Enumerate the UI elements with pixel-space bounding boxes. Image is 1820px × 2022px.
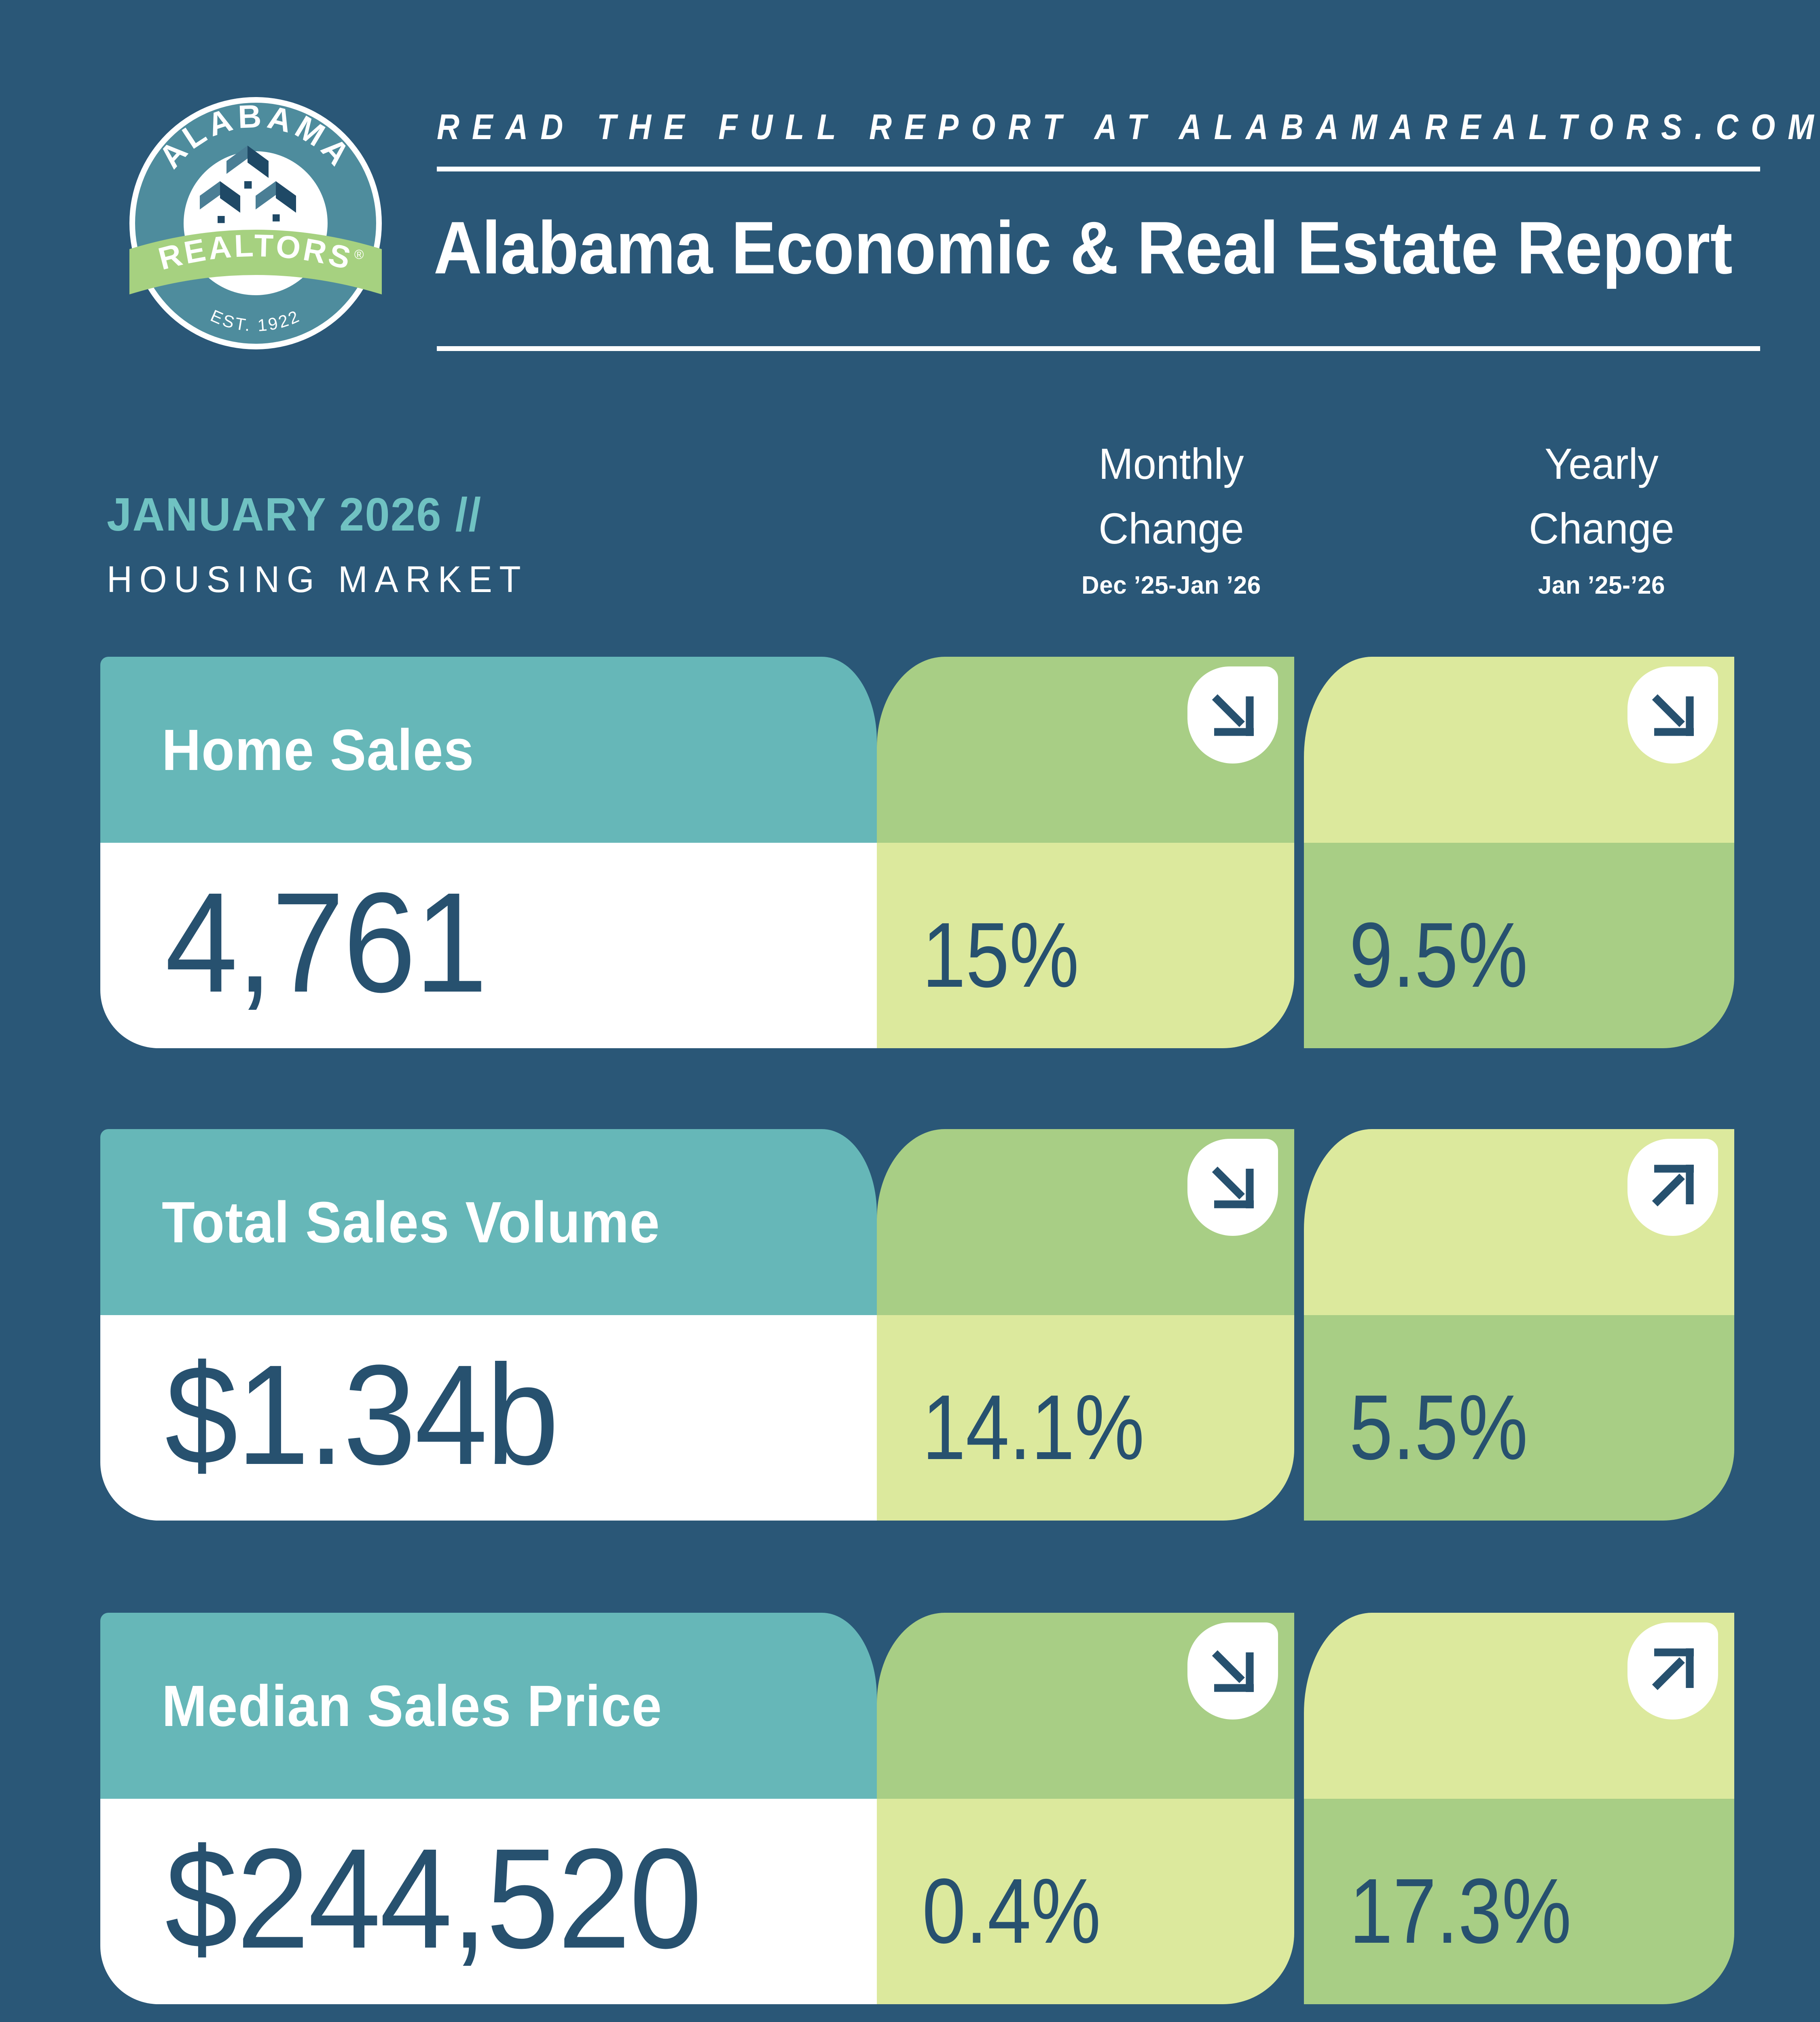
- change-badge: [1627, 1139, 1718, 1236]
- monthly-title-line2: Change: [1098, 505, 1244, 553]
- monthly-change-cell: 15%: [877, 657, 1294, 1048]
- metric-card-body: $1.34b: [100, 1315, 877, 1521]
- metric-card-body: $244,520: [100, 1799, 877, 2004]
- metric-card-header: Median Sales Price: [100, 1613, 877, 1799]
- period-block: JANUARY 2026 // HOUSING MARKET: [107, 490, 550, 602]
- page-title: Alabama Economic & Real Estate Report: [434, 205, 1733, 290]
- change-badge: [1187, 1622, 1278, 1720]
- monthly-change-value: 14.1%: [922, 1377, 1145, 1480]
- yearly-change-cell: 9.5%: [1304, 657, 1734, 1048]
- header-divider-top: [437, 167, 1760, 171]
- monthly-change-value: 15%: [922, 904, 1079, 1008]
- metric-card-header: Home Sales: [100, 657, 877, 843]
- column-header-yearly: Yearly Change Jan ’25-’26: [1391, 432, 1812, 602]
- metric-label: Total Sales Volume: [162, 1188, 660, 1254]
- period-date-label: JANUARY 2026 //: [107, 490, 482, 542]
- houses-icon: [200, 146, 296, 223]
- tagline-text: READ THE FULL REPORT AT ALABAMAREALTORS.…: [437, 107, 1820, 147]
- metric-card: Median Sales Price $244,520: [100, 1613, 877, 2004]
- yearly-change-value: 17.3%: [1349, 1860, 1572, 1964]
- yearly-change-value: 9.5%: [1349, 904, 1528, 1008]
- monthly-change-value: 0.4%: [922, 1860, 1101, 1964]
- change-badge: [1627, 1622, 1718, 1720]
- yearly-change-cell: 17.3%: [1304, 1613, 1734, 2004]
- metric-row-total-sales-volume: Total Sales Volume $1.34b 14.1% 5.5%: [100, 1129, 1741, 1521]
- yearly-subtitle: Jan ’25-’26: [1538, 573, 1666, 600]
- metric-value: 4,761: [165, 861, 487, 1022]
- yearly-change-value: 5.5%: [1349, 1377, 1528, 1480]
- arrow-up-right-icon: [1652, 1165, 1694, 1207]
- arrow-down-right-icon: [1212, 1166, 1254, 1208]
- metric-row-median-sales-price: Median Sales Price $244,520 0.4% 17.3%: [100, 1613, 1741, 2004]
- metric-card-body: 4,761: [100, 843, 877, 1048]
- yearly-change-cell: 5.5%: [1304, 1129, 1734, 1521]
- monthly-change-cell: 14.1%: [877, 1129, 1294, 1521]
- arrow-down-right-icon: [1652, 694, 1694, 736]
- registered-trademark-icon: ®: [354, 247, 364, 262]
- tagline: READ THE FULL REPORT AT ALABAMAREALTORS.…: [437, 107, 1814, 149]
- metric-card: Home Sales 4,761: [100, 657, 877, 1048]
- monthly-change-cell: 0.4%: [877, 1613, 1294, 2004]
- metric-value: $244,520: [165, 1817, 702, 1978]
- metric-value: $1.34b: [165, 1334, 559, 1494]
- header-divider-bottom: [437, 346, 1760, 351]
- change-badge: [1187, 666, 1278, 764]
- metric-card-header: Total Sales Volume: [100, 1129, 877, 1315]
- column-header-monthly: Monthly Change Dec ’25-Jan ’26: [961, 432, 1382, 602]
- logo-banner-ribbon: [129, 230, 382, 294]
- arrow-down-right-icon: [1212, 1650, 1254, 1692]
- period-section-label: HOUSING MARKET: [107, 558, 528, 600]
- yearly-title-line1: Yearly: [1545, 440, 1659, 489]
- alabama-realtors-logo: ALABAMA REALTORS ® EST. 1922: [129, 97, 382, 349]
- monthly-subtitle: Dec ’25-Jan ’26: [1081, 573, 1261, 600]
- monthly-title-line1: Monthly: [1098, 440, 1244, 489]
- metric-card: Total Sales Volume $1.34b: [100, 1129, 877, 1521]
- metric-row-home-sales: Home Sales 4,761 15% 9.5%: [100, 657, 1741, 1048]
- metric-label: Median Sales Price: [162, 1672, 662, 1738]
- metric-label: Home Sales: [162, 716, 474, 782]
- arrow-up-right-icon: [1652, 1648, 1694, 1690]
- yearly-title-line2: Change: [1529, 505, 1674, 553]
- arrow-down-right-icon: [1212, 694, 1254, 736]
- change-badge: [1627, 666, 1718, 764]
- change-badge: [1187, 1139, 1278, 1236]
